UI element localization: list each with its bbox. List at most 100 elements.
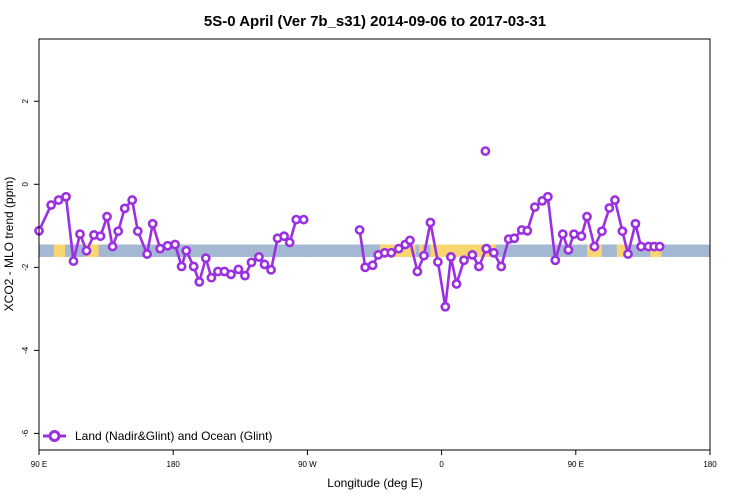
data-point	[240, 270, 250, 281]
data-point	[509, 233, 520, 244]
y-axis: 2 0 -2 -4 -6	[21, 98, 39, 437]
x-tick-label: 90 E	[568, 460, 584, 469]
data-point	[162, 240, 173, 251]
data-point	[298, 214, 309, 225]
data-point	[488, 247, 499, 258]
data-point	[107, 241, 118, 252]
data-point	[557, 229, 568, 240]
x-tick-label: 90 E	[31, 460, 47, 469]
data-point	[95, 231, 106, 242]
data-point	[529, 202, 540, 213]
band-segment-ocean-9	[422, 244, 431, 257]
band-segment-ocean-14	[601, 244, 618, 257]
data-point	[569, 229, 579, 240]
data-point	[604, 203, 615, 213]
data-point	[291, 214, 302, 225]
y-tick-label: -2	[21, 263, 30, 271]
data-point	[451, 279, 462, 289]
y-axis-label: XCO2 - MLO trend (ppm)	[2, 177, 16, 312]
data-point	[147, 218, 158, 229]
data-point	[418, 250, 429, 261]
band-segment-ocean-12	[570, 244, 588, 257]
data-point	[576, 231, 587, 242]
data-point	[188, 261, 199, 272]
data-point	[473, 261, 484, 272]
data-point	[459, 255, 469, 266]
data-point	[360, 262, 371, 273]
data-point	[522, 225, 533, 236]
data-point	[68, 256, 79, 267]
legend: Land (Nadir&Glint) and Ocean (Glint)	[43, 429, 272, 443]
series-layer	[34, 146, 665, 312]
data-point-isolated	[480, 146, 491, 156]
data-point	[102, 211, 112, 222]
band-segment-ocean-11	[495, 244, 571, 257]
data-point	[46, 200, 57, 210]
data-point	[233, 264, 244, 275]
band-segment-land-10	[430, 244, 497, 257]
data-point	[542, 191, 553, 202]
legend-marker	[48, 430, 61, 442]
y-tick-label: -4	[21, 346, 30, 354]
data-point	[81, 245, 92, 256]
data-point	[610, 195, 620, 205]
chart-title: 5S-0 April (Ver 7b_s31) 2014-09-06 to 20…	[204, 13, 546, 30]
band-segment-ocean-5	[305, 244, 381, 257]
data-point	[589, 241, 600, 252]
band-segment-ocean-7	[415, 244, 420, 257]
data-point	[630, 218, 641, 229]
data-point	[636, 241, 646, 252]
data-point	[354, 225, 365, 235]
data-point	[200, 253, 211, 264]
data-point	[405, 235, 415, 246]
data-point	[132, 226, 143, 237]
data-point	[279, 231, 290, 242]
data-point	[254, 252, 264, 262]
y-tick-label: 2	[21, 98, 30, 103]
legend-label: Land (Nadir&Glint) and Ocean (Glint)	[75, 429, 272, 443]
data-point	[181, 245, 192, 256]
data-point	[246, 257, 257, 268]
x-tick-label: 90 W	[298, 460, 317, 469]
band-segment-ocean-0	[39, 244, 55, 257]
y-tick-label: 0	[21, 182, 30, 187]
data-point	[259, 259, 270, 270]
data-point	[467, 249, 478, 260]
band-segment-land-15	[616, 244, 629, 257]
data-point	[425, 217, 436, 228]
data-point	[654, 241, 665, 252]
data-point	[206, 272, 217, 283]
data-point	[170, 239, 180, 250]
data-point	[481, 243, 492, 254]
band-segment-ocean-18	[661, 244, 711, 257]
x-axis-label: Longitude (deg E)	[327, 476, 422, 490]
x-tick-label: 180	[167, 460, 181, 469]
data-point	[393, 243, 404, 254]
plot-frame	[38, 38, 711, 451]
data-point	[142, 249, 153, 259]
data-point	[386, 247, 397, 258]
data-point	[53, 195, 64, 205]
data-point	[194, 276, 205, 287]
data-point	[617, 226, 628, 237]
data-point	[563, 244, 574, 255]
data-point	[75, 229, 85, 240]
data-point	[226, 269, 236, 280]
data-point	[284, 237, 295, 248]
data-point	[432, 257, 443, 267]
y-tick-label: -6	[21, 429, 30, 437]
x-tick-label: 0	[439, 460, 444, 469]
data-point	[550, 255, 561, 266]
data-point	[127, 195, 138, 205]
data-point	[61, 191, 71, 202]
series-line-0-1	[358, 221, 488, 309]
band-segment-land-1	[53, 244, 66, 257]
data-point	[412, 266, 423, 277]
data-point	[496, 261, 507, 272]
data-point	[596, 226, 607, 237]
band-segment-land-8	[419, 244, 424, 257]
data-point	[266, 264, 276, 275]
x-axis: 90 E 180 90 W 0 90 E 180	[31, 450, 717, 469]
data-point	[367, 260, 378, 271]
